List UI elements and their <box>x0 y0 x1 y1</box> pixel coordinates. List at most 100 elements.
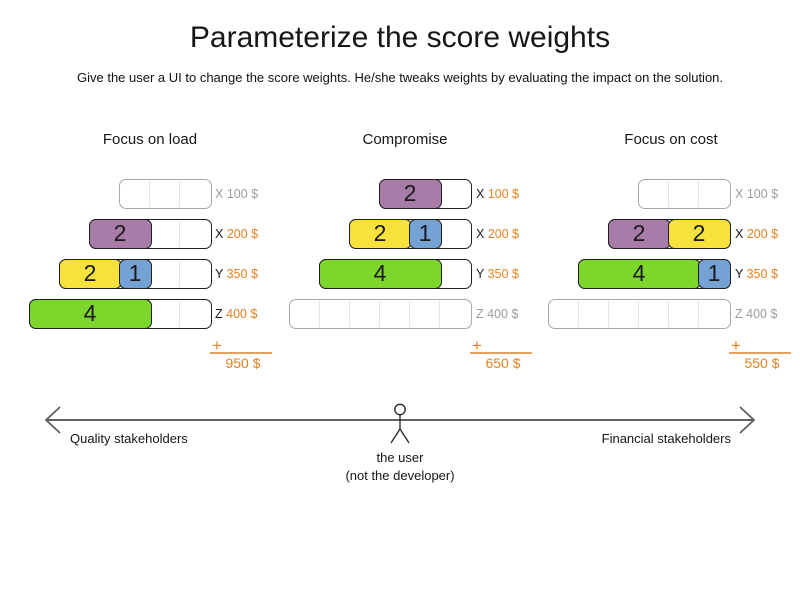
total-cost: 550 $ <box>744 355 780 371</box>
capacity-bar <box>548 299 731 329</box>
cost-value: 100 $ <box>226 187 259 201</box>
process-segment: 2 <box>58 258 122 289</box>
computer-letter: Z <box>476 307 484 321</box>
unit-gridline <box>379 301 380 327</box>
unit-gridline <box>149 181 150 207</box>
process-segment: 1 <box>118 258 152 289</box>
column-title: Compromise <box>362 131 448 148</box>
cost-value: 400 $ <box>487 307 519 321</box>
arrowhead-left-icon <box>44 406 61 434</box>
computer-cost-label: X 100 $ <box>735 187 778 201</box>
unit-gridline <box>439 301 440 327</box>
stakeholder-axis-arrow <box>44 403 756 444</box>
sum-line <box>210 352 272 354</box>
computer-cost-label: X 200 $ <box>476 227 519 241</box>
computer-letter: X <box>215 227 224 241</box>
user-stick-figure-icon <box>390 403 410 444</box>
process-segment: 2 <box>378 178 442 209</box>
computer-cost-label: X 100 $ <box>215 187 258 201</box>
axis-label-financial-stakeholders: Financial stakeholders <box>601 431 731 446</box>
capacity-bar: 2 <box>378 178 472 209</box>
user-caption-line1: the user <box>376 450 424 465</box>
unit-gridline <box>698 301 699 327</box>
plus-icon: + <box>212 336 222 355</box>
unit-gridline <box>409 301 410 327</box>
process-segment: 4 <box>577 258 701 289</box>
axis-label-quality-stakeholders: Quality stakeholders <box>70 431 188 446</box>
capacity-bar: 4 <box>28 298 212 329</box>
process-segment: 2 <box>88 218 152 249</box>
cost-value: 400 $ <box>746 307 778 321</box>
computer-letter: Y <box>476 267 485 281</box>
plus-icon: + <box>731 336 741 355</box>
cost-value: 100 $ <box>487 187 520 201</box>
process-segment: 2 <box>348 218 412 249</box>
computer-cost-label: X 200 $ <box>735 227 778 241</box>
computer-letter: Y <box>215 267 224 281</box>
cost-value: 200 $ <box>226 227 259 241</box>
plus-icon: + <box>472 336 482 355</box>
column-title: Focus on cost <box>624 131 718 148</box>
capacity-bar <box>119 179 212 209</box>
unit-gridline <box>698 181 699 207</box>
sum-line <box>729 352 791 354</box>
computer-letter: Y <box>735 267 744 281</box>
computer-letter: X <box>735 227 744 241</box>
computer-cost-label: Z 400 $ <box>476 307 518 321</box>
computer-letter: X <box>735 187 744 201</box>
unit-gridline <box>179 221 180 247</box>
computer-letter: X <box>215 187 224 201</box>
total-cost: 650 $ <box>485 355 521 371</box>
unit-gridline <box>179 261 180 287</box>
computer-cost-label: Z 400 $ <box>735 307 777 321</box>
computer-cost-label: Z 400 $ <box>215 307 257 321</box>
computer-cost-label: X 200 $ <box>215 227 258 241</box>
process-segment: 2 <box>607 218 671 249</box>
cost-value: 350 $ <box>746 267 778 281</box>
arrowhead-right-icon <box>739 406 756 434</box>
column-title: Focus on load <box>102 131 198 148</box>
unit-gridline <box>349 301 350 327</box>
slide-subtitle: Give the user a UI to change the score w… <box>76 70 724 85</box>
computer-cost-label: Y 350 $ <box>215 267 258 281</box>
process-segment: 2 <box>667 218 731 249</box>
process-segment: 1 <box>697 258 731 289</box>
capacity-bar: 4 <box>318 258 472 289</box>
cost-value: 350 $ <box>226 267 258 281</box>
cost-value: 200 $ <box>487 227 520 241</box>
unit-gridline <box>179 301 180 327</box>
computer-letter: X <box>476 187 485 201</box>
total-cost: 950 $ <box>225 355 261 371</box>
unit-gridline <box>638 301 639 327</box>
cost-value: 350 $ <box>487 267 519 281</box>
unit-gridline <box>668 181 669 207</box>
unit-gridline <box>578 301 579 327</box>
sum-line <box>470 352 532 354</box>
cost-value: 200 $ <box>746 227 779 241</box>
process-segment: 1 <box>408 218 442 249</box>
computer-letter: Z <box>215 307 223 321</box>
unit-gridline <box>608 301 609 327</box>
computer-letter: Z <box>735 307 743 321</box>
cost-value: 400 $ <box>226 307 258 321</box>
process-segment: 4 <box>318 258 442 289</box>
computer-cost-label: Y 350 $ <box>735 267 778 281</box>
capacity-bar: 2 <box>88 218 212 249</box>
cost-value: 100 $ <box>746 187 779 201</box>
unit-gridline <box>668 301 669 327</box>
capacity-bar <box>638 179 731 209</box>
computer-cost-label: Y 350 $ <box>476 267 519 281</box>
capacity-bar <box>289 299 472 329</box>
unit-gridline <box>319 301 320 327</box>
unit-gridline <box>179 181 180 207</box>
slide-title: Parameterize the score weights <box>189 21 611 54</box>
computer-letter: X <box>476 227 485 241</box>
computer-cost-label: X 100 $ <box>476 187 519 201</box>
user-caption-line2: (not the developer) <box>345 468 455 483</box>
process-segment: 4 <box>28 298 152 329</box>
